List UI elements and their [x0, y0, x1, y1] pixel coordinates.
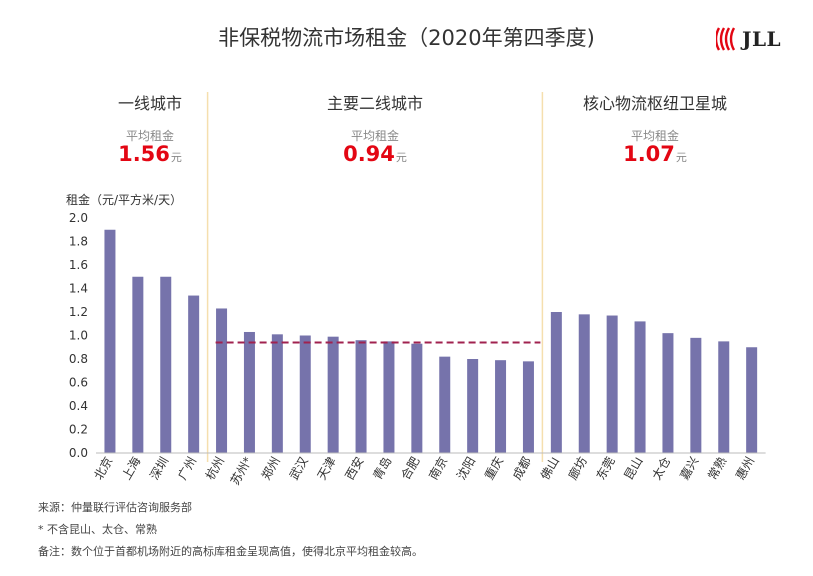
remark-note: 备注：数个位于首都机场附近的高标库租金呈现高值，使得北京平均租金较高。 [38, 545, 423, 558]
bar [578, 314, 590, 453]
jll-logo-icon [716, 27, 736, 51]
footnote-asterisk: * 不含昆山、太仓、常熟 [38, 523, 157, 536]
avg-value-tier1: 1.56元 [100, 142, 200, 166]
bar [216, 308, 228, 453]
x-tick-label: 昆山 [622, 455, 646, 483]
y-tick-label: 0.6 [69, 376, 88, 390]
bar [718, 341, 730, 453]
x-tick-label: 常熟 [704, 454, 729, 482]
x-tick-label: 深圳 [147, 455, 171, 483]
x-tick-label: 苏州* [228, 455, 255, 488]
x-tick-label: 成都 [510, 455, 534, 483]
bar [495, 360, 507, 453]
y-tick-label: 1.6 [69, 258, 88, 272]
bar [132, 276, 144, 453]
x-tick-label: 西安 [342, 454, 367, 482]
x-tick-label: 天津 [315, 455, 339, 483]
bar [383, 341, 395, 453]
bar [746, 347, 758, 453]
group-title-satellite: 核心物流枢纽卫星城 [582, 94, 727, 113]
x-tick-label: 上海 [118, 454, 143, 482]
x-tick-label: 北京 [91, 455, 115, 483]
x-tick-label: 东莞 [594, 455, 618, 483]
y-tick-label: 0.0 [69, 446, 88, 460]
bar [690, 337, 702, 453]
bar [104, 229, 116, 453]
x-tick-label: 太仓 [649, 454, 674, 482]
y-tick-label: 1.8 [69, 235, 88, 249]
y-tick-label: 1.2 [69, 305, 88, 319]
avg-number-tier2: 0.94 [343, 142, 395, 166]
x-tick-label: 合肥 [397, 454, 422, 482]
bar [299, 335, 311, 453]
avg-number-satellite: 1.07 [623, 142, 675, 166]
x-tick-label: 广州 [175, 455, 199, 483]
y-tick-label: 0.2 [69, 423, 88, 437]
y-tick-label: 1.0 [69, 329, 88, 343]
x-tick-label: 廊坊 [565, 454, 590, 482]
bar [439, 356, 451, 453]
bar [327, 336, 339, 453]
x-tick-label: 嘉兴 [677, 455, 701, 483]
avg-unit-satellite: 元 [675, 151, 687, 164]
x-tick-label: 重庆 [482, 455, 506, 483]
x-tick-label: 南京 [425, 454, 450, 482]
x-tick-label: 佛山 [538, 455, 562, 483]
source-note: 来源：仲量联行评估咨询服务部 [38, 501, 192, 514]
x-tick-label: 青岛 [370, 454, 395, 482]
x-tick-label: 沈阳 [453, 454, 478, 482]
avg-label-tier1: 平均租金 [125, 129, 174, 143]
bar [606, 315, 618, 453]
avg-label-tier2: 平均租金 [350, 129, 399, 143]
x-tick-label: 武汉 [287, 455, 311, 483]
y-tick-label: 1.4 [69, 282, 88, 296]
avg-label-satellite: 平均租金 [630, 129, 679, 143]
x-tick-label: 惠州 [733, 455, 757, 483]
x-tick-label: 郑州 [258, 454, 283, 482]
logo-text: JLL [742, 27, 782, 51]
y-axis-label: 租金（元/平方米/天） [66, 193, 183, 207]
bar [522, 361, 534, 453]
avg-value-satellite: 1.07元 [605, 142, 705, 166]
y-tick-label: 0.4 [69, 399, 88, 413]
bar [160, 276, 172, 453]
y-tick-label: 2.0 [69, 211, 88, 225]
bar [467, 359, 479, 453]
bar [243, 331, 255, 453]
x-tick-label: 杭州 [202, 454, 227, 482]
jll-logo: JLL [716, 26, 781, 52]
avg-unit-tier2: 元 [395, 151, 407, 164]
bar [355, 340, 367, 453]
bar [662, 333, 674, 453]
bar [271, 334, 283, 453]
chart-title: 非保税物流市场租金（2020年第四季度) [218, 26, 595, 50]
bar [411, 343, 423, 453]
avg-number-tier1: 1.56 [118, 142, 170, 166]
y-tick-label: 0.8 [69, 352, 88, 366]
bar [188, 295, 200, 453]
avg-value-tier2: 0.94元 [325, 142, 425, 166]
avg-unit-tier1: 元 [170, 151, 182, 164]
bar [550, 312, 562, 453]
group-title-tier2: 主要二线城市 [326, 94, 423, 113]
bar [634, 321, 646, 453]
group-title-tier1: 一线城市 [117, 94, 182, 113]
